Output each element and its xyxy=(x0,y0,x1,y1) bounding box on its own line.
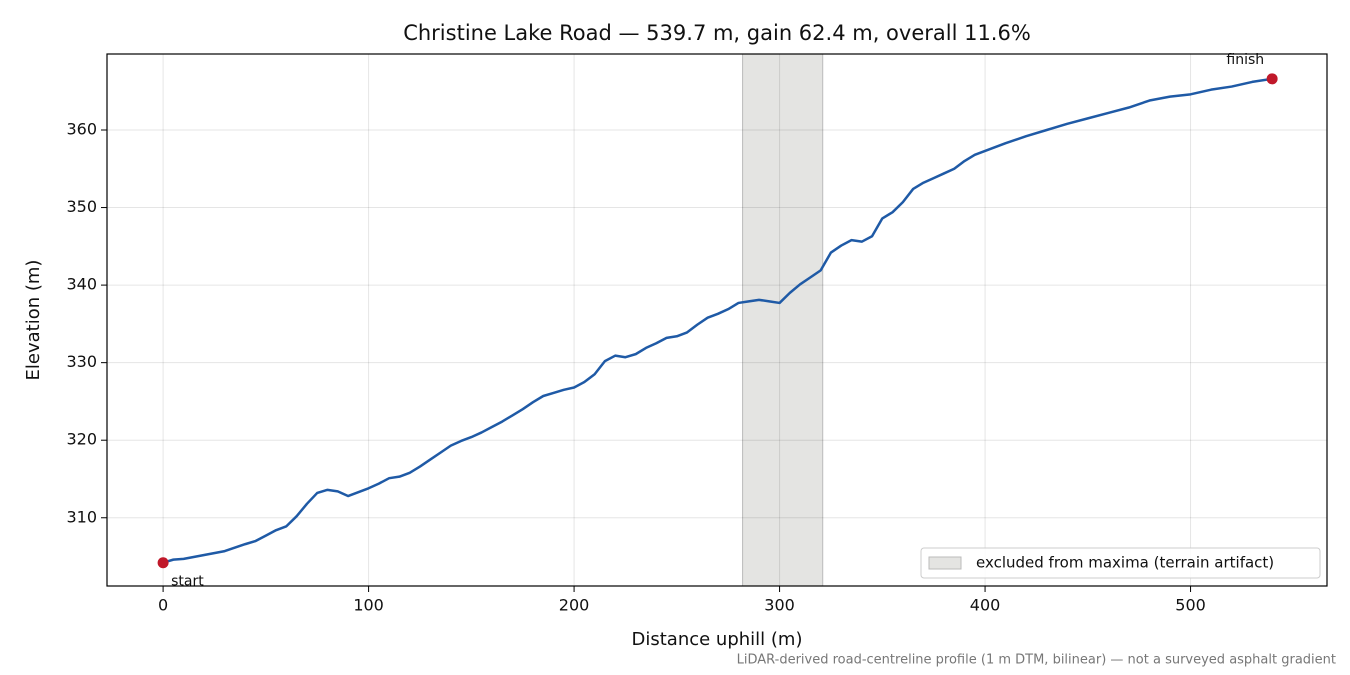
x-tick-label: 500 xyxy=(1175,596,1206,615)
legend-label: excluded from maxima (terrain artifact) xyxy=(976,554,1274,572)
x-tick-label: 200 xyxy=(559,596,590,615)
y-axis-label: Elevation (m) xyxy=(23,260,44,381)
plot-frame xyxy=(106,53,1328,587)
endpoint-marker xyxy=(157,557,169,569)
x-axis-label: Distance uphill (m) xyxy=(632,629,803,650)
y-tick-label: 310 xyxy=(66,507,97,526)
annotation: start xyxy=(171,574,204,590)
excluded-span xyxy=(742,53,824,587)
x-tick-label: 100 xyxy=(353,596,384,615)
elevation-line xyxy=(162,77,1273,564)
y-tick-label: 340 xyxy=(66,275,97,294)
x-tick-label: 400 xyxy=(970,596,1001,615)
y-tick-label: 330 xyxy=(66,352,97,371)
legend: excluded from maxima (terrain artifact) xyxy=(920,547,1321,579)
legend-swatch xyxy=(928,556,962,570)
y-tick-label: 350 xyxy=(66,197,97,216)
footnote: LiDAR-derived road-centreline profile (1… xyxy=(737,653,1336,668)
x-tick-label: 300 xyxy=(764,596,795,615)
legend-box xyxy=(920,547,1321,579)
x-tick-label: 0 xyxy=(158,596,168,615)
chart-title: Christine Lake Road — 539.7 m, gain 62.4… xyxy=(403,21,1031,45)
y-tick-label: 320 xyxy=(66,430,97,449)
endpoint-marker xyxy=(1266,73,1278,85)
annotation: finish xyxy=(1226,52,1264,68)
y-tick-label: 360 xyxy=(66,120,97,139)
